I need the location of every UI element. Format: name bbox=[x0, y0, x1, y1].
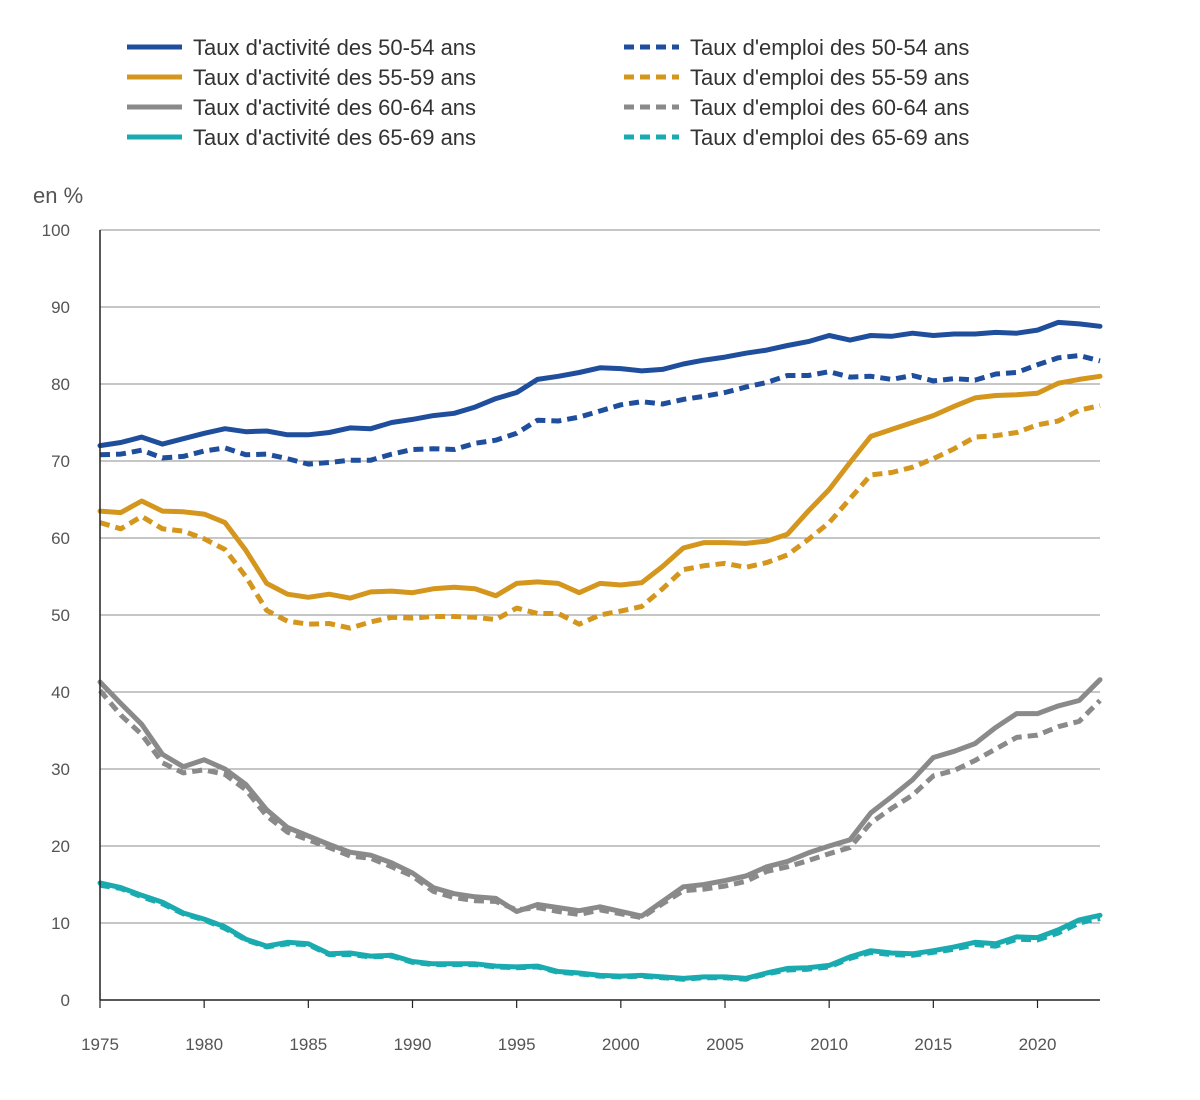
y-tick-label: 100 bbox=[42, 221, 70, 240]
y-axis-unit-label: en % bbox=[33, 183, 83, 208]
legend-label-6: Taux d'emploi des 55-59 ans bbox=[690, 65, 969, 90]
y-tick-label: 30 bbox=[51, 760, 70, 779]
y-tick-label: 50 bbox=[51, 606, 70, 625]
series-line-4 bbox=[97, 880, 1103, 981]
x-axis-ticks: 1975 1980 1985 1990 1995 2000 2005 2010 2015 2020 bbox=[81, 1000, 1056, 1054]
series-line-6 bbox=[99, 403, 1101, 631]
series-lines bbox=[97, 319, 1103, 982]
series-line-3 bbox=[97, 677, 1103, 919]
legend-label-5: Taux d'emploi des 50-54 ans bbox=[690, 35, 969, 60]
y-tick-label: 60 bbox=[51, 529, 70, 548]
x-tick-label: 2000 bbox=[602, 1035, 640, 1054]
y-tick-label: 90 bbox=[51, 298, 70, 317]
legend-label-8: Taux d'emploi des 65-69 ans bbox=[690, 125, 969, 150]
legend-label-3: Taux d'activité des 60-64 ans bbox=[193, 95, 476, 120]
y-axis-ticks: 0 10 20 30 40 50 60 70 80 90 100 bbox=[42, 221, 70, 1010]
legend: Taux d'activité des 50-54 ans Taux d'acti… bbox=[127, 35, 969, 150]
series-line-8 bbox=[99, 882, 1101, 982]
gridlines bbox=[100, 229, 1100, 924]
x-tick-label: 1985 bbox=[289, 1035, 327, 1054]
x-tick-label: 2010 bbox=[810, 1035, 848, 1054]
legend-label-7: Taux d'emploi des 60-64 ans bbox=[690, 95, 969, 120]
y-tick-label: 80 bbox=[51, 375, 70, 394]
y-tick-label: 70 bbox=[51, 452, 70, 471]
y-tick-label: 20 bbox=[51, 837, 70, 856]
y-tick-label: 10 bbox=[51, 914, 70, 933]
series-line-5 bbox=[99, 353, 1101, 467]
legend-label-1: Taux d'activité des 50-54 ans bbox=[193, 35, 476, 60]
x-tick-label: 2020 bbox=[1019, 1035, 1057, 1054]
legend-label-2: Taux d'activité des 55-59 ans bbox=[193, 65, 476, 90]
series-line-2 bbox=[97, 373, 1103, 601]
y-tick-label: 0 bbox=[61, 991, 70, 1010]
x-tick-label: 1990 bbox=[394, 1035, 432, 1054]
x-tick-label: 1995 bbox=[498, 1035, 536, 1054]
x-tick-label: 1975 bbox=[81, 1035, 119, 1054]
x-tick-label: 1980 bbox=[185, 1035, 223, 1054]
x-tick-label: 2005 bbox=[706, 1035, 744, 1054]
series-line-7 bbox=[98, 688, 1102, 921]
series-line-1 bbox=[97, 319, 1103, 449]
axes bbox=[99, 230, 1100, 1001]
legend-label-4: Taux d'activité des 65-69 ans bbox=[193, 125, 476, 150]
y-tick-label: 40 bbox=[51, 683, 70, 702]
x-tick-label: 2015 bbox=[914, 1035, 952, 1054]
